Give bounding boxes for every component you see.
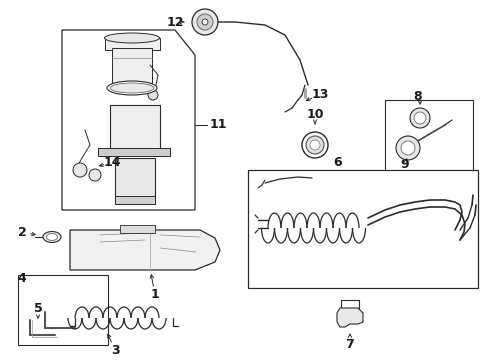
Circle shape — [73, 163, 87, 177]
Bar — [105, 38, 160, 50]
Text: 9: 9 — [400, 158, 408, 171]
Text: 10: 10 — [305, 108, 323, 122]
Circle shape — [302, 132, 327, 158]
Ellipse shape — [110, 83, 154, 93]
Polygon shape — [62, 30, 195, 210]
Text: 11: 11 — [209, 118, 226, 131]
Ellipse shape — [43, 231, 61, 243]
Bar — [110, 105, 160, 150]
Circle shape — [202, 19, 207, 25]
Text: 6: 6 — [333, 157, 342, 170]
Text: 3: 3 — [110, 343, 119, 356]
Text: 1: 1 — [150, 288, 159, 302]
Text: 5: 5 — [34, 302, 42, 315]
Bar — [112, 48, 152, 83]
Bar — [120, 225, 155, 233]
Text: 2: 2 — [18, 225, 26, 238]
Text: 12: 12 — [166, 15, 183, 28]
Circle shape — [305, 136, 324, 154]
Ellipse shape — [107, 81, 157, 95]
Circle shape — [395, 136, 419, 160]
Circle shape — [413, 112, 425, 124]
Bar — [98, 148, 170, 156]
Circle shape — [309, 140, 319, 150]
Ellipse shape — [46, 234, 58, 240]
Text: 7: 7 — [345, 338, 354, 351]
Text: 13: 13 — [311, 89, 328, 102]
Circle shape — [192, 9, 218, 35]
Text: 14: 14 — [103, 156, 121, 168]
Polygon shape — [336, 308, 362, 327]
Bar — [18, 275, 108, 345]
Bar — [247, 170, 477, 288]
Circle shape — [148, 90, 158, 100]
Text: 4: 4 — [18, 271, 26, 284]
Bar — [384, 100, 472, 180]
Text: 8: 8 — [413, 90, 422, 103]
Circle shape — [89, 169, 101, 181]
Polygon shape — [70, 230, 220, 270]
Circle shape — [400, 141, 414, 155]
Bar — [115, 196, 155, 204]
Circle shape — [409, 108, 429, 128]
Circle shape — [197, 14, 213, 30]
Bar — [115, 158, 155, 200]
Ellipse shape — [104, 33, 159, 43]
